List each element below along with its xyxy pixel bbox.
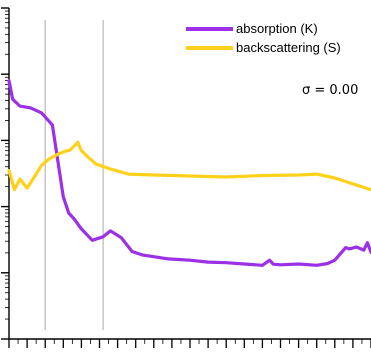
series-line-0 — [7, 78, 371, 267]
reference-lines — [44, 20, 104, 330]
series-line-1 — [7, 140, 371, 192]
legend: absorption (K) backscattering (S) — [186, 21, 341, 55]
legend-label-absorption: absorption (K) — [236, 21, 318, 36]
sigma-annotation: σ = 0.00 — [302, 83, 358, 98]
axis-ticks — [1, 7, 371, 348]
legend-label-backscattering: backscattering (S) — [236, 40, 341, 55]
series-group — [7, 78, 371, 267]
